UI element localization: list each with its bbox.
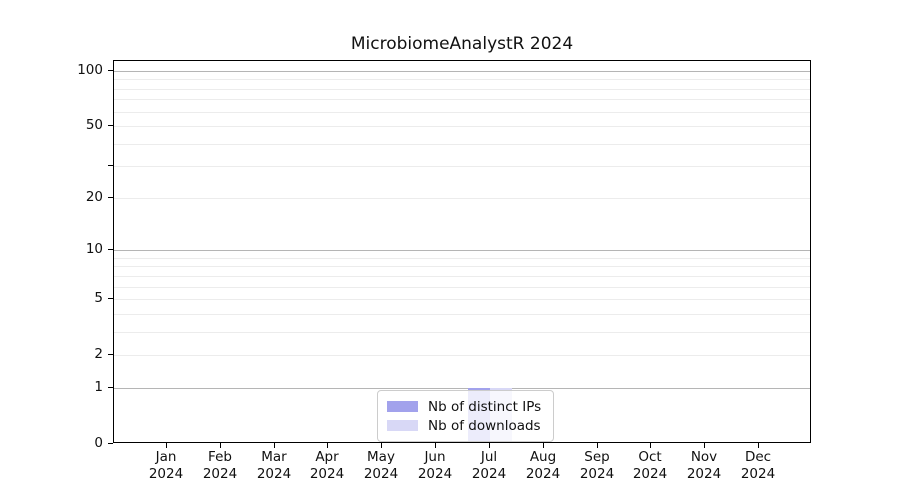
x-tick: [597, 443, 598, 448]
x-tick: [381, 443, 382, 448]
x-tick: [274, 443, 275, 448]
x-tick-month: Oct: [638, 449, 662, 465]
legend-swatch-distinct-ips: [387, 401, 418, 412]
x-tick-year: 2024: [740, 466, 776, 482]
y-tick: [108, 70, 113, 71]
x-tick-label: Jan 2024: [134, 449, 198, 483]
x-tick: [435, 443, 436, 448]
x-tick-year: 2024: [471, 466, 507, 482]
x-tick-month: Feb: [208, 449, 232, 465]
x-tick-month: Apr: [315, 449, 339, 465]
x-tick-label: Mar 2024: [242, 449, 306, 483]
chart-title: MicrobiomeAnalystR 2024: [350, 34, 574, 54]
legend-item-distinct-ips: Nb of distinct IPs: [387, 397, 541, 416]
x-tick-month: Jul: [480, 449, 498, 465]
x-tick-year: 2024: [256, 466, 292, 482]
legend-item-downloads: Nb of downloads: [387, 416, 541, 435]
x-tick-label: Jun 2024: [403, 449, 467, 483]
plot-area: [113, 60, 811, 443]
x-tick-year: 2024: [686, 466, 722, 482]
x-tick-month: Jan: [155, 449, 177, 465]
x-tick: [220, 443, 221, 448]
gridline-major: [114, 71, 810, 72]
legend-label-distinct-ips: Nb of distinct IPs: [428, 398, 542, 415]
gridline-minor: [114, 126, 810, 127]
x-tick-year: 2024: [525, 466, 561, 482]
gridline-minor: [114, 355, 810, 356]
y-tick: [108, 443, 113, 444]
x-tick-label: Oct 2024: [618, 449, 682, 483]
x-tick: [489, 443, 490, 448]
gridline-minor: [114, 299, 810, 300]
y-tick-label: 100: [77, 62, 103, 78]
x-tick-label: Nov 2024: [672, 449, 736, 483]
x-tick: [758, 443, 759, 448]
x-tick-month: Aug: [529, 449, 557, 465]
gridline-minor: [114, 332, 810, 333]
y-tick-label: 2: [94, 346, 103, 362]
y-tick-label: 10: [85, 241, 103, 257]
gridline-minor: [114, 198, 810, 199]
gridline-minor: [114, 287, 810, 288]
x-tick-month: Dec: [744, 449, 772, 465]
x-tick-month: Jun: [424, 449, 446, 465]
y-tick: [108, 125, 113, 126]
y-tick-label: 50: [85, 117, 103, 133]
x-tick-label: Sep 2024: [565, 449, 629, 483]
gridline-minor: [114, 89, 810, 90]
x-tick: [704, 443, 705, 448]
gridline-minor: [114, 79, 810, 80]
y-tick-label: 0: [94, 435, 103, 451]
legend-label-downloads: Nb of downloads: [428, 417, 541, 434]
y-tick: [108, 165, 113, 166]
x-tick-label: Feb 2024: [188, 449, 252, 483]
x-tick-label: Jul 2024: [457, 449, 521, 483]
x-tick-year: 2024: [202, 466, 238, 482]
x-tick-year: 2024: [632, 466, 668, 482]
x-tick: [166, 443, 167, 448]
x-tick-year: 2024: [579, 466, 615, 482]
x-tick-label: Aug 2024: [511, 449, 575, 483]
x-tick-month: Mar: [261, 449, 287, 465]
y-tick: [108, 197, 113, 198]
x-tick-year: 2024: [363, 466, 399, 482]
x-tick-year: 2024: [148, 466, 184, 482]
x-tick-label: May 2024: [349, 449, 413, 483]
gridline-minor: [114, 314, 810, 315]
y-tick: [108, 298, 113, 299]
gridline-minor: [114, 144, 810, 145]
x-tick-label: Dec 2024: [726, 449, 790, 483]
x-tick: [650, 443, 651, 448]
gridline-major: [114, 388, 810, 389]
x-tick-year: 2024: [309, 466, 345, 482]
gridline-minor: [114, 258, 810, 259]
y-tick: [108, 387, 113, 388]
y-tick-label: 1: [94, 379, 103, 395]
x-tick: [543, 443, 544, 448]
x-tick: [327, 443, 328, 448]
gridline-minor: [114, 112, 810, 113]
y-tick-label: 20: [85, 189, 103, 205]
y-tick: [108, 354, 113, 355]
y-tick-label: 5: [94, 290, 103, 306]
y-tick: [108, 249, 113, 250]
x-tick-year: 2024: [417, 466, 453, 482]
legend: Nb of distinct IPs Nb of downloads: [377, 390, 555, 442]
x-tick-month: Sep: [584, 449, 610, 465]
gridline-minor: [114, 166, 810, 167]
x-tick-month: Nov: [690, 449, 718, 465]
legend-swatch-downloads: [387, 420, 418, 431]
x-tick-label: Apr 2024: [295, 449, 359, 483]
gridline-minor: [114, 99, 810, 100]
gridline-major: [114, 250, 810, 251]
gridline-minor: [114, 276, 810, 277]
x-tick-month: May: [367, 449, 395, 465]
gridline-minor: [114, 266, 810, 267]
